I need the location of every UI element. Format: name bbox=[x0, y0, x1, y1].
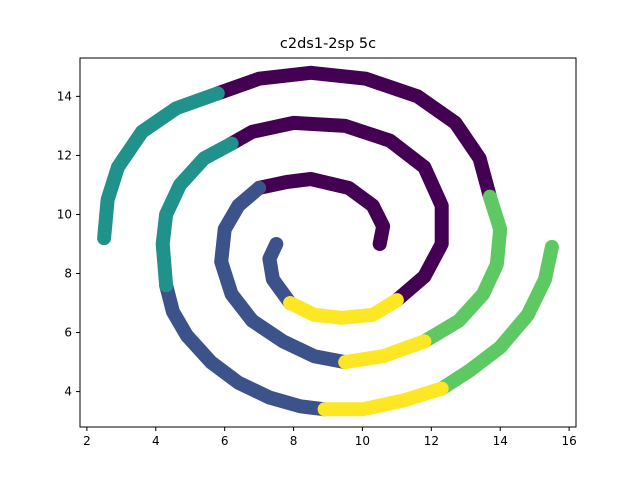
x-tick-label: 6 bbox=[221, 434, 229, 448]
cluster-3-segment-2 bbox=[97, 86, 225, 246]
axes-frame bbox=[79, 57, 577, 428]
cluster-5-segment-2 bbox=[338, 334, 432, 370]
cluster-2-segment-1 bbox=[262, 237, 298, 310]
chart-title: c2ds1-2sp 5c bbox=[280, 36, 376, 52]
cluster-2-segment-3 bbox=[159, 278, 332, 417]
x-tick-label: 2 bbox=[83, 434, 91, 448]
cluster-1-segment-2 bbox=[224, 115, 449, 308]
cluster-5-segment-3 bbox=[317, 381, 449, 417]
x-tick-label: 8 bbox=[290, 434, 298, 448]
cluster-3-segment-1 bbox=[155, 136, 239, 293]
axes: 2 4 6 8 10 12 14 16 4 6 8 10 12 14 bbox=[57, 57, 577, 448]
x-tick-label: 4 bbox=[152, 434, 160, 448]
plot-area bbox=[97, 65, 559, 417]
cluster-5-segment-1 bbox=[283, 293, 404, 325]
cluster-2-segment-2 bbox=[214, 180, 353, 370]
y-tick-label: 4 bbox=[64, 385, 72, 399]
cluster-4-segment-2 bbox=[434, 239, 559, 396]
x-tick-label: 14 bbox=[493, 434, 508, 448]
cluster-1-segment-1 bbox=[252, 172, 391, 251]
x-tick-label: 12 bbox=[424, 434, 439, 448]
cluster-4-segment-1 bbox=[417, 189, 508, 349]
y-tick-label: 12 bbox=[57, 148, 72, 162]
y-tick-label: 6 bbox=[64, 326, 72, 340]
y-tick-label: 10 bbox=[57, 207, 72, 221]
x-tick-label: 16 bbox=[561, 434, 576, 448]
x-tick-label: 10 bbox=[355, 434, 370, 448]
y-tick-label: 8 bbox=[64, 266, 72, 280]
cluster-1-segment-3 bbox=[210, 65, 497, 204]
y-tick-label: 14 bbox=[57, 89, 72, 103]
